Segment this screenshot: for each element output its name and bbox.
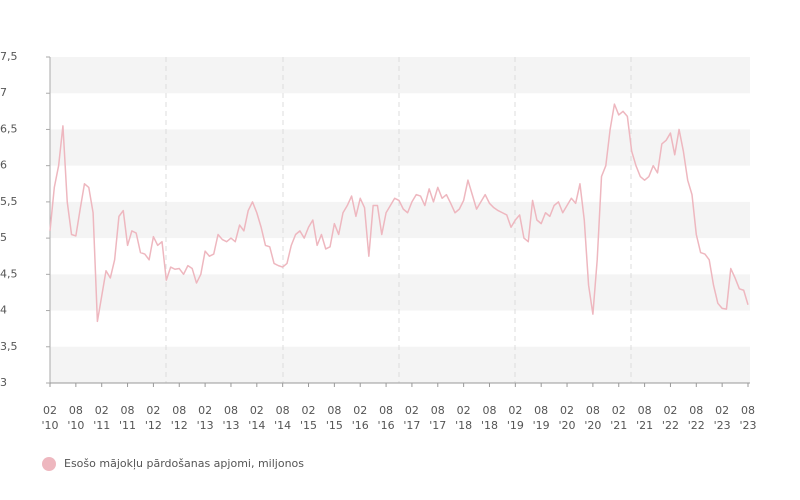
x-tick-label: '22 [688, 419, 705, 432]
x-tick-label: 08 [638, 404, 652, 417]
x-tick-label: '13 [222, 419, 239, 432]
legend-marker [42, 457, 56, 471]
legend-label: Esošo mājokļu pārdošanas apjomi, miljono… [64, 457, 304, 470]
y-tick-label: 4 [0, 304, 7, 317]
x-tick-label: 02 [457, 404, 471, 417]
x-tick-label: '18 [455, 419, 472, 432]
y-tick-label: 6 [0, 159, 7, 172]
x-tick-label: '11 [119, 419, 136, 432]
x-tick-label: '10 [67, 419, 84, 432]
x-tick-label: '21 [610, 419, 627, 432]
grid-band [50, 346, 750, 383]
x-tick-label: 08 [689, 404, 703, 417]
x-tick-label: 02 [250, 404, 264, 417]
x-tick-label: '23 [714, 419, 731, 432]
x-tick-label: 08 [379, 404, 393, 417]
y-tick-label: 3 [0, 376, 7, 389]
x-tick-label: 02 [508, 404, 522, 417]
x-tick-label: 08 [431, 404, 445, 417]
x-tick-label: '12 [171, 419, 188, 432]
y-tick-label: 7 [0, 86, 7, 99]
grid-band [50, 129, 750, 166]
x-tick-label: 02 [95, 404, 109, 417]
x-tick-label: 02 [302, 404, 316, 417]
x-tick-label: '20 [584, 419, 601, 432]
x-tick-label: '17 [403, 419, 420, 432]
x-tick-label: '14 [274, 419, 291, 432]
x-tick-label: 02 [146, 404, 160, 417]
x-tick-label: '22 [662, 419, 679, 432]
grid-band [50, 57, 750, 94]
y-tick-label: 6,5 [0, 122, 18, 135]
x-tick-label: '16 [378, 419, 395, 432]
grid-band [50, 201, 750, 239]
x-tick-label: 08 [276, 404, 290, 417]
x-tick-label: 08 [172, 404, 186, 417]
series-line [49, 103, 749, 323]
x-tick-label: 08 [534, 404, 548, 417]
x-tick-label: '10 [41, 419, 58, 432]
x-tick-label: '14 [248, 419, 265, 432]
x-tick-label: 02 [198, 404, 212, 417]
x-tick-label: '13 [197, 419, 214, 432]
x-tick-label: 08 [327, 404, 341, 417]
x-tick-label: 02 [612, 404, 626, 417]
x-tick-label: '19 [507, 419, 524, 432]
x-tick-label: 08 [741, 404, 755, 417]
x-tick-label: 02 [560, 404, 574, 417]
y-tick-label: 7,5 [0, 50, 18, 63]
x-tick-label: '16 [352, 419, 369, 432]
vertical-guides [165, 57, 632, 383]
x-tick-label: 08 [586, 404, 600, 417]
x-tick-label: '19 [533, 419, 550, 432]
x-tick-label: 08 [121, 404, 135, 417]
y-tick-label: 5,5 [0, 195, 18, 208]
x-tick-label: '15 [326, 419, 343, 432]
x-tick-label: 02 [663, 404, 677, 417]
x-tick-label: '23 [739, 419, 756, 432]
x-tick-label: '12 [145, 419, 162, 432]
x-tick-label: '11 [93, 419, 110, 432]
x-tick-label: '21 [636, 419, 653, 432]
x-tick-label: 02 [405, 404, 419, 417]
x-tick-label: '15 [300, 419, 317, 432]
x-tick-label: 08 [482, 404, 496, 417]
x-tick-label: 08 [69, 404, 83, 417]
x-tick-label: '18 [481, 419, 498, 432]
x-tick-label: 02 [353, 404, 367, 417]
x-tick-label: '20 [559, 419, 576, 432]
y-tick-label: 3,5 [0, 340, 18, 353]
y-tick-label: 4,5 [0, 267, 18, 280]
y-tick-label: 5 [0, 231, 7, 244]
x-tick-label: 02 [43, 404, 57, 417]
x-tick-label: 08 [224, 404, 238, 417]
x-tick-label: 02 [715, 404, 729, 417]
x-tick-label: '17 [429, 419, 446, 432]
grid-band [50, 274, 750, 311]
